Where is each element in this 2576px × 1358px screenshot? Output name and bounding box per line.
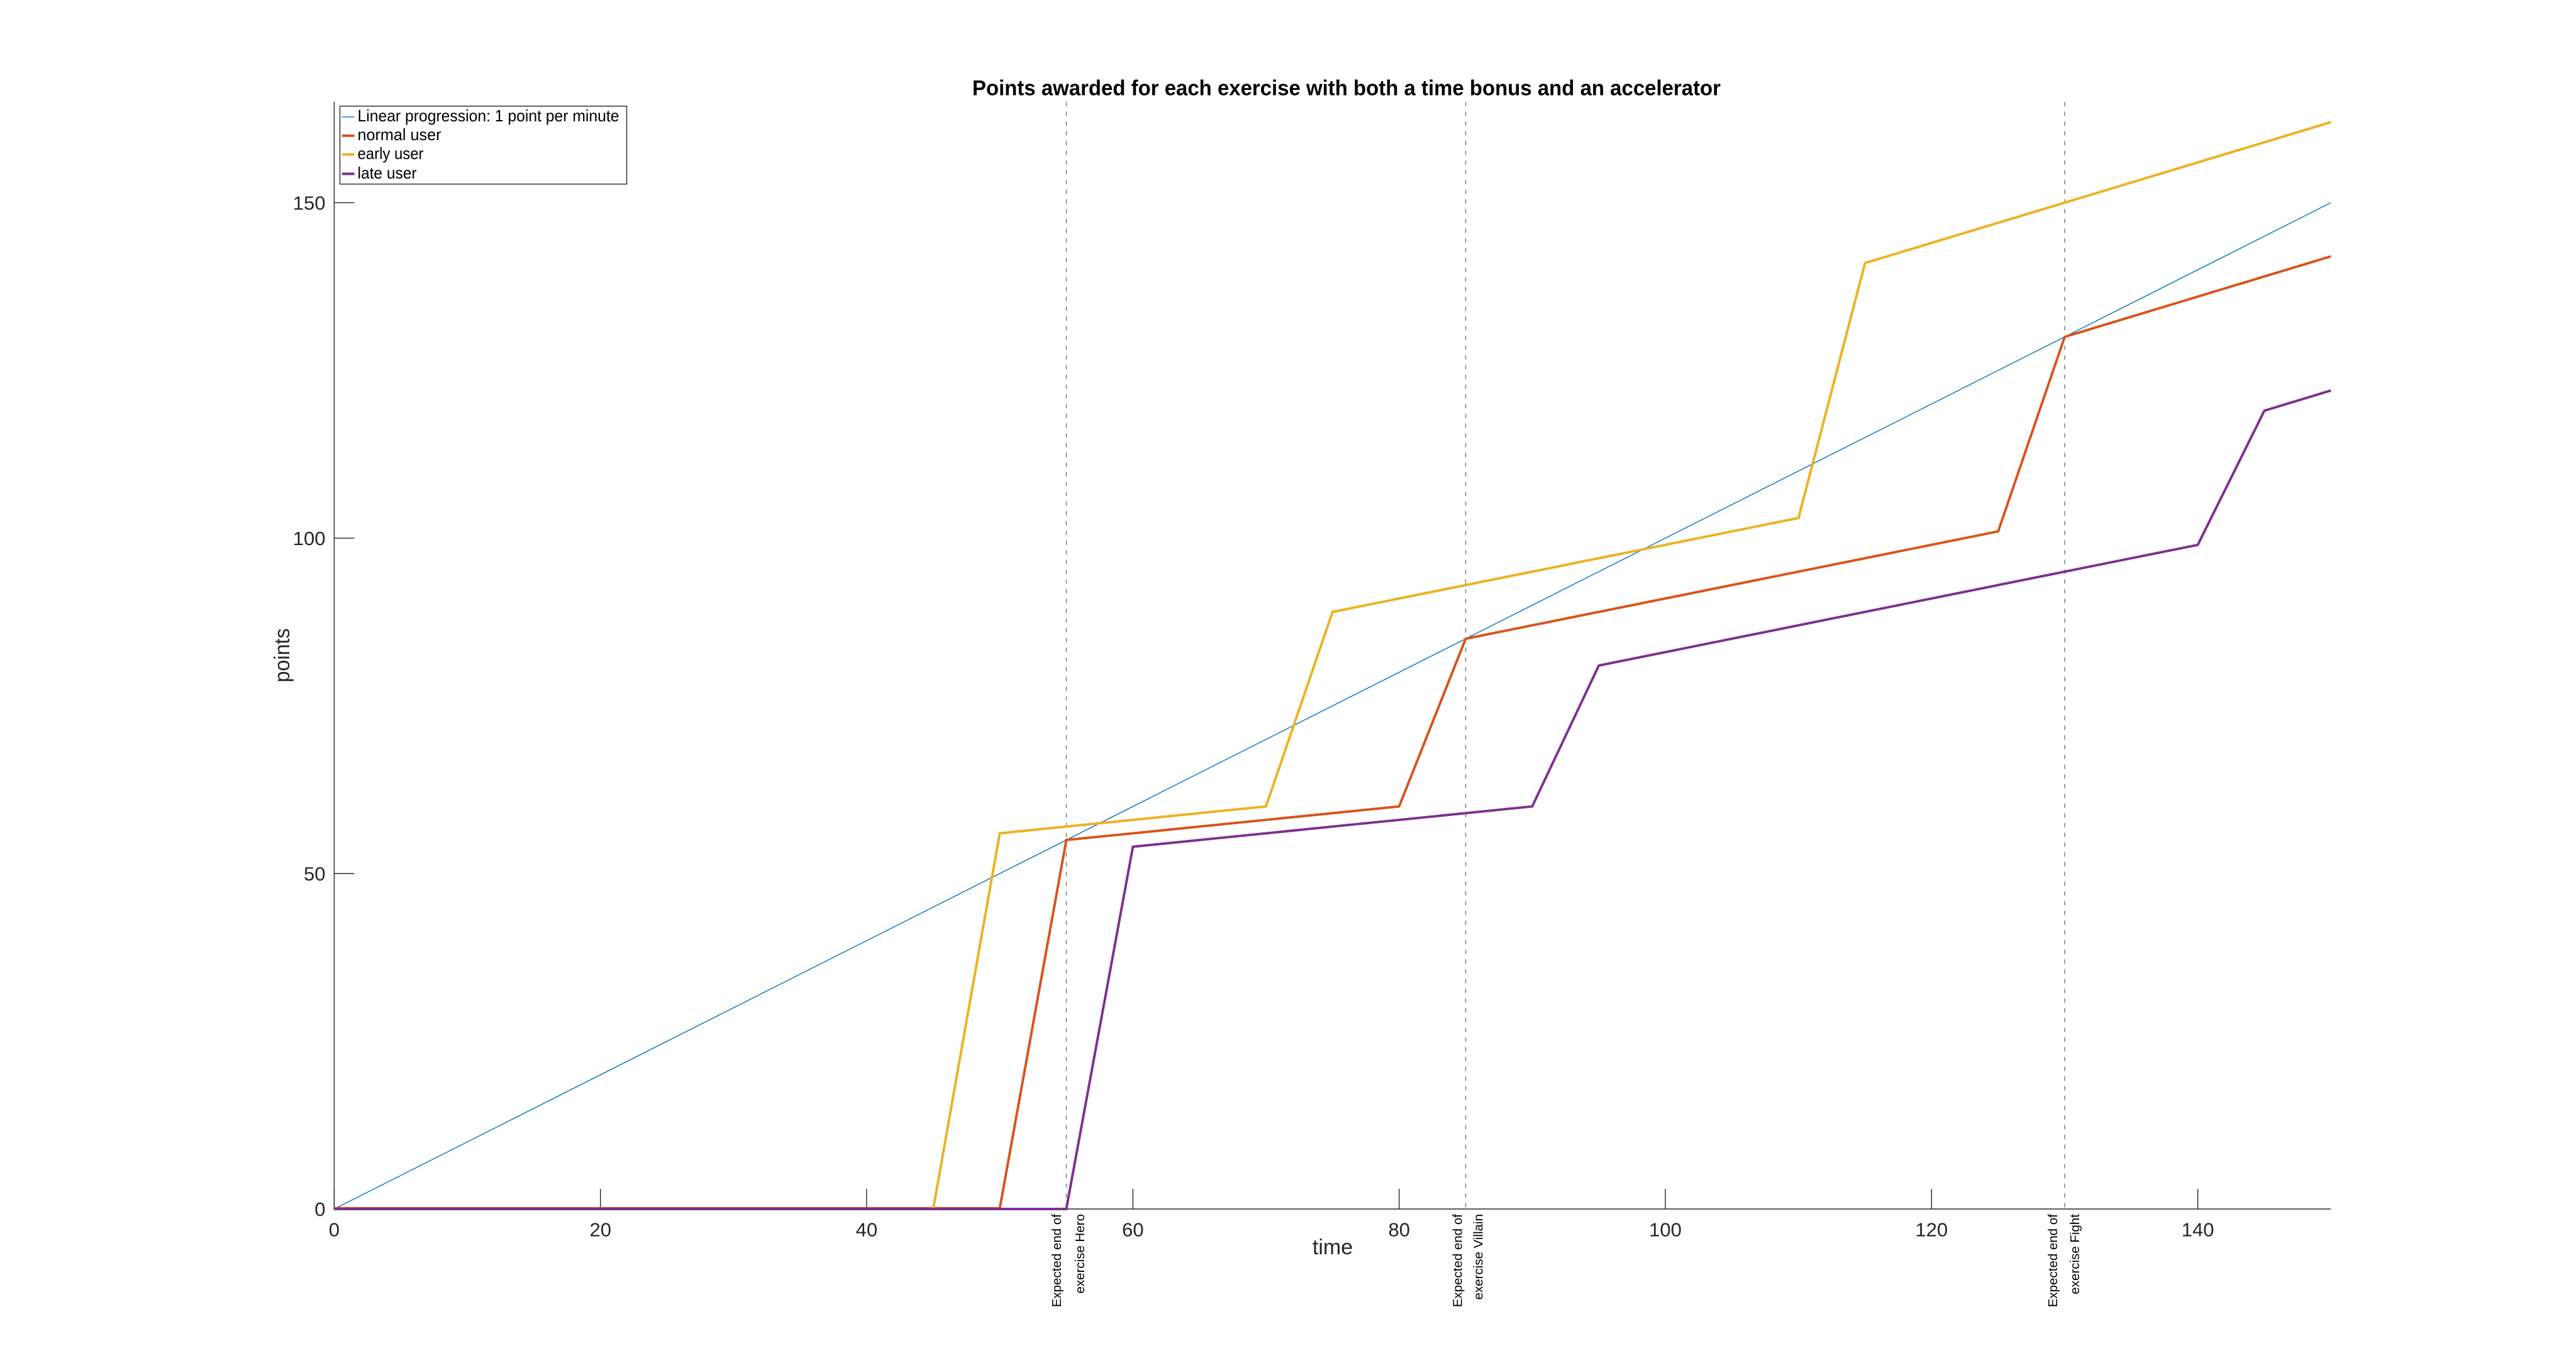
- svg-text:Linear progression: 1 point pe: Linear progression: 1 point per minute: [358, 106, 619, 125]
- svg-text:100: 100: [293, 527, 326, 549]
- svg-text:20: 20: [589, 1219, 611, 1241]
- svg-text:Expected end of: Expected end of: [2046, 1214, 2060, 1307]
- svg-text:Points awarded for each exerci: Points awarded for each exercise with bo…: [972, 77, 1721, 101]
- svg-text:100: 100: [1649, 1219, 1682, 1241]
- svg-text:Expected end of: Expected end of: [1050, 1214, 1064, 1307]
- svg-text:0: 0: [314, 1198, 325, 1220]
- svg-text:120: 120: [1915, 1219, 1948, 1241]
- svg-text:0: 0: [329, 1219, 340, 1241]
- svg-text:points: points: [270, 628, 294, 682]
- svg-text:time: time: [1313, 1235, 1353, 1259]
- svg-text:50: 50: [304, 863, 325, 885]
- svg-text:exercise Villain: exercise Villain: [1472, 1214, 1486, 1300]
- svg-text:80: 80: [1388, 1219, 1409, 1241]
- svg-text:150: 150: [293, 192, 326, 214]
- svg-text:140: 140: [2182, 1219, 2214, 1241]
- svg-text:normal user: normal user: [358, 125, 441, 144]
- svg-text:late user: late user: [358, 163, 417, 182]
- svg-text:exercise Fight: exercise Fight: [2068, 1214, 2082, 1295]
- svg-text:Expected end of: Expected end of: [1451, 1214, 1465, 1307]
- svg-text:early user: early user: [358, 144, 424, 163]
- svg-text:40: 40: [856, 1219, 877, 1241]
- svg-text:60: 60: [1122, 1219, 1143, 1241]
- svg-text:exercise Hero: exercise Hero: [1073, 1214, 1087, 1293]
